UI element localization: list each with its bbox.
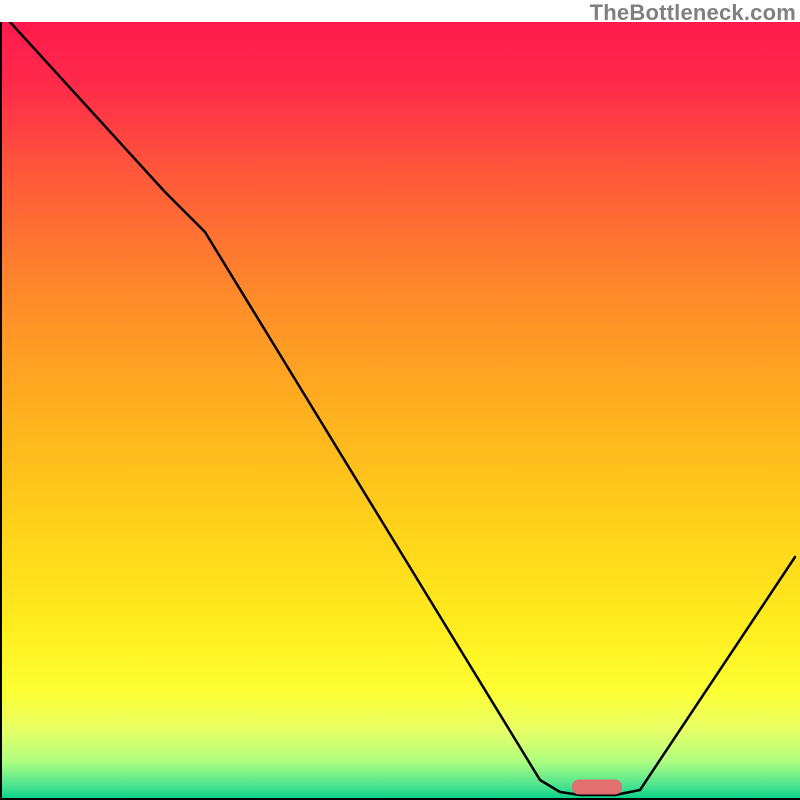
bottleneck-chart (0, 22, 800, 800)
chart-container: TheBottleneck.com (0, 0, 800, 800)
curve-layer (10, 22, 795, 795)
optimal-marker (572, 780, 622, 795)
bottleneck-curve (10, 22, 795, 795)
marker-layer (572, 780, 622, 795)
axis-layer (0, 22, 800, 800)
